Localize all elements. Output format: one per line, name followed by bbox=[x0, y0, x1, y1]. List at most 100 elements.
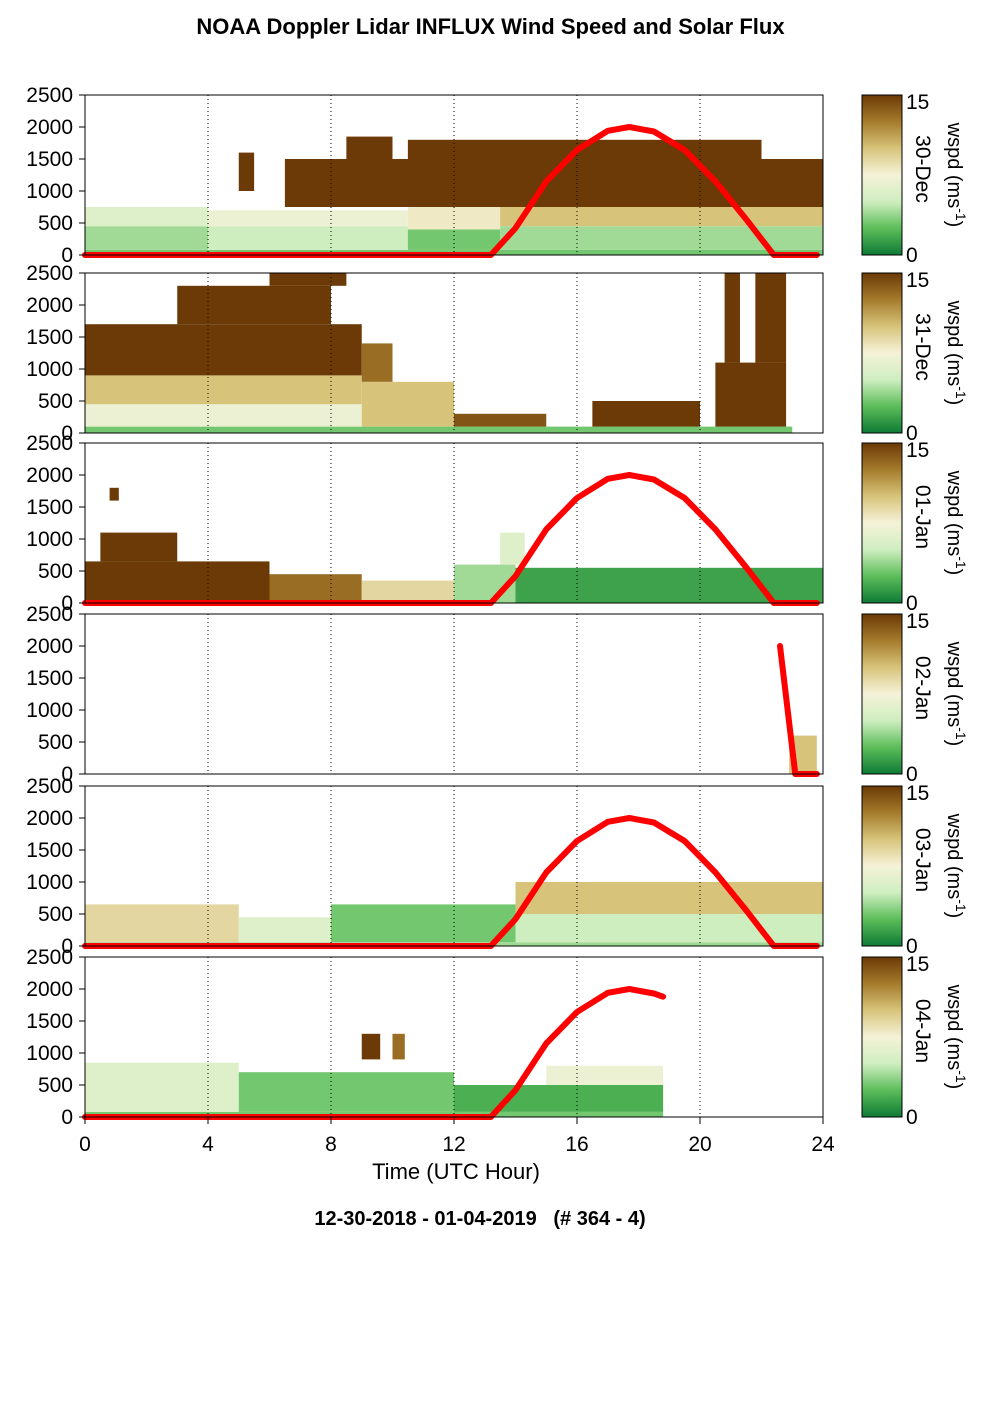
x-tick-label: 20 bbox=[688, 1133, 711, 1156]
footer-dates: 12-30-2018 - 01-04-2019 bbox=[314, 1208, 537, 1230]
wind-block bbox=[515, 914, 823, 943]
colorbar-label-text: wspd (ms bbox=[943, 300, 965, 387]
wind-block bbox=[546, 1065, 664, 1085]
panel-frame bbox=[84, 272, 824, 434]
colorbar-label: wspd (ms-1) bbox=[943, 300, 969, 406]
wind-block bbox=[515, 882, 823, 914]
y-tick-label: 1000 bbox=[26, 1042, 73, 1065]
wind-block bbox=[85, 207, 208, 227]
solar-flux-line bbox=[82, 472, 820, 606]
wind-block bbox=[85, 426, 793, 433]
y-tick-label: 0 bbox=[61, 592, 73, 615]
wind-block bbox=[500, 532, 525, 565]
colorbar-tick-label: 0 bbox=[906, 763, 918, 786]
colorbar-tick-label: 15 bbox=[906, 269, 929, 292]
colorbar-label-text: wspd (ms bbox=[943, 470, 965, 557]
x-tick-label: 24 bbox=[811, 1133, 835, 1156]
wind-block bbox=[85, 404, 362, 427]
y-tick-label: 1000 bbox=[26, 528, 73, 551]
x-tick-label: 0 bbox=[79, 1133, 91, 1156]
y-tick-label: 0 bbox=[61, 244, 73, 267]
colorbar bbox=[861, 442, 903, 604]
panel-frame bbox=[84, 613, 824, 775]
wind-block bbox=[238, 917, 331, 943]
panel-frame bbox=[84, 785, 824, 947]
colorbar-tick-label: 15 bbox=[906, 610, 929, 633]
panel-03-jan: 0 500 1000 1500 2000 2500 0 15 wspd (ms-1) 03-Jan bbox=[26, 775, 969, 958]
y-tick-label: 500 bbox=[38, 390, 73, 413]
wind-block bbox=[208, 210, 408, 227]
wind-block bbox=[755, 273, 787, 363]
colorbar-tick-label: 15 bbox=[906, 953, 929, 976]
panel-31-dec: 0 500 1000 1500 2000 2500 0 15 wspd (ms-1) 31-Dec bbox=[26, 262, 969, 445]
y-tick-label: 0 bbox=[61, 1106, 73, 1129]
solar-flux-line bbox=[82, 815, 820, 949]
colorbar-label-text: wspd (ms bbox=[943, 984, 965, 1071]
colorbar bbox=[861, 272, 903, 434]
wind-block bbox=[269, 273, 347, 286]
y-tick-label: 2500 bbox=[26, 84, 73, 107]
colorbar-label: wspd (ms-1) bbox=[943, 813, 969, 919]
colorbar-label-close: ) bbox=[943, 740, 965, 747]
wind-block bbox=[85, 375, 362, 405]
panel-date-label: 03-Jan bbox=[911, 828, 934, 892]
colorbar-label: wspd (ms-1) bbox=[943, 122, 969, 228]
wind-block bbox=[109, 487, 119, 501]
panel-date-label: 31-Dec bbox=[911, 313, 934, 381]
colorbar-label-superscript: -1 bbox=[953, 208, 969, 221]
y-tick-label: 2000 bbox=[26, 464, 73, 487]
wind-block bbox=[392, 1033, 405, 1060]
wind-block bbox=[346, 136, 393, 159]
colorbar-tick-label: 15 bbox=[906, 91, 929, 114]
colorbar bbox=[861, 613, 903, 775]
colorbar-tick-label: 0 bbox=[906, 935, 918, 958]
wind-block bbox=[361, 381, 454, 427]
wind-block bbox=[85, 561, 270, 603]
y-tick-label: 2500 bbox=[26, 603, 73, 626]
y-tick-label: 500 bbox=[38, 903, 73, 926]
y-tick-label: 2500 bbox=[26, 262, 73, 285]
wind-block bbox=[284, 159, 823, 207]
panel-date-label: 04-Jan bbox=[911, 999, 934, 1063]
colorbar-label-superscript: -1 bbox=[953, 1070, 969, 1083]
colorbar bbox=[861, 956, 903, 1118]
panel-date-label: 30-Dec bbox=[911, 135, 934, 203]
wind-block bbox=[361, 343, 393, 382]
x-tick-label: 8 bbox=[325, 1133, 337, 1156]
wind-block bbox=[724, 273, 740, 363]
y-tick-label: 1500 bbox=[26, 839, 73, 862]
y-tick-label: 0 bbox=[61, 935, 73, 958]
colorbar-label: wspd (ms-1) bbox=[943, 984, 969, 1090]
wind-block bbox=[515, 567, 823, 603]
wind-block bbox=[500, 226, 823, 250]
colorbar-tick-label: 15 bbox=[906, 439, 929, 462]
colorbar-label-close: ) bbox=[943, 569, 965, 576]
y-tick-label: 500 bbox=[38, 212, 73, 235]
chart-title: NOAA Doppler Lidar INFLUX Wind Speed and… bbox=[196, 14, 785, 39]
colorbar-label-text: wspd (ms bbox=[943, 813, 965, 900]
wind-block bbox=[208, 226, 408, 250]
wind-block bbox=[85, 1062, 239, 1112]
colorbar-tick-label: 0 bbox=[906, 1106, 918, 1129]
colorbar bbox=[861, 94, 903, 256]
colorbar-label: wspd (ms-1) bbox=[943, 641, 969, 747]
y-tick-label: 1500 bbox=[26, 1010, 73, 1033]
colorbar-label-superscript: -1 bbox=[953, 386, 969, 399]
y-tick-label: 1500 bbox=[26, 496, 73, 519]
colorbar-label-close: ) bbox=[943, 1083, 965, 1090]
wind-block bbox=[715, 362, 787, 427]
wind-block bbox=[238, 1072, 454, 1112]
colorbar-label-close: ) bbox=[943, 912, 965, 919]
colorbar-label-superscript: -1 bbox=[953, 899, 969, 912]
colorbar-label-close: ) bbox=[943, 399, 965, 406]
solar-flux-line bbox=[82, 986, 667, 1120]
panel-30-dec: 0 500 1000 1500 2000 2500 0 15 wspd (ms-1) 30-Dec bbox=[26, 84, 969, 267]
wind-block bbox=[100, 532, 178, 562]
colorbar-tick-label: 15 bbox=[906, 782, 929, 805]
y-tick-label: 2000 bbox=[26, 807, 73, 830]
colorbar-label: wspd (ms-1) bbox=[943, 470, 969, 576]
y-tick-label: 1000 bbox=[26, 699, 73, 722]
colorbar-tick-label: 0 bbox=[906, 422, 918, 445]
panel-02-jan: 0 500 1000 1500 2000 2500 0 15 wspd (ms-1) 02-Jan bbox=[26, 603, 969, 786]
